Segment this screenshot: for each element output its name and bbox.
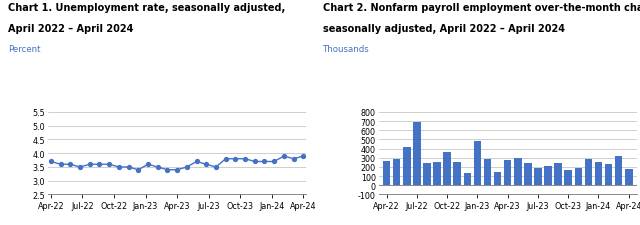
Bar — [454, 162, 461, 185]
Bar — [514, 158, 522, 185]
Bar — [423, 163, 431, 185]
Text: seasonally adjusted, April 2022 – April 2024: seasonally adjusted, April 2022 – April … — [323, 24, 565, 34]
Bar — [544, 166, 552, 185]
Bar — [524, 164, 532, 185]
Bar — [605, 164, 612, 185]
Text: April 2022 – April 2024: April 2022 – April 2024 — [8, 24, 133, 34]
Bar — [595, 162, 602, 185]
Bar — [463, 173, 471, 185]
Bar — [504, 160, 511, 185]
Bar — [474, 142, 481, 185]
Text: Chart 2. Nonfarm payroll employment over-the-month change,: Chart 2. Nonfarm payroll employment over… — [323, 3, 640, 13]
Text: Percent: Percent — [8, 45, 40, 54]
Bar — [615, 157, 623, 185]
Bar — [484, 160, 492, 185]
Bar — [554, 163, 562, 185]
Bar — [494, 172, 501, 185]
Bar — [433, 162, 441, 185]
Bar — [383, 161, 390, 185]
Bar — [393, 160, 401, 185]
Bar — [564, 171, 572, 185]
Bar — [575, 169, 582, 185]
Bar — [534, 168, 541, 185]
Bar — [584, 159, 592, 185]
Bar — [625, 169, 632, 185]
Text: Chart 1. Unemployment rate, seasonally adjusted,: Chart 1. Unemployment rate, seasonally a… — [8, 3, 285, 13]
Bar — [413, 123, 420, 185]
Bar — [444, 153, 451, 185]
Bar — [403, 147, 411, 185]
Text: Thousands: Thousands — [323, 45, 370, 54]
